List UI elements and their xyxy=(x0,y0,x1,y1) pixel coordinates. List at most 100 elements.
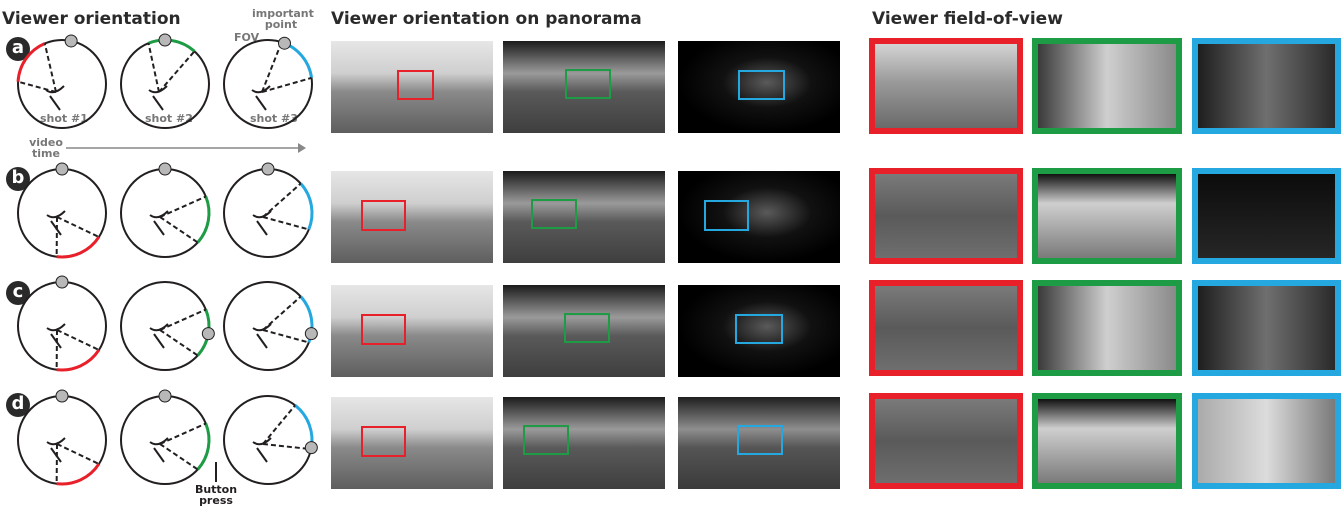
viewing-direction-icon xyxy=(45,85,65,111)
important-point-icon xyxy=(64,34,78,48)
fov-line xyxy=(159,329,199,357)
field-of-view-thumbnail xyxy=(1032,168,1182,264)
viewport-box xyxy=(737,425,783,455)
panorama-thumbnail xyxy=(331,171,493,263)
field-of-view-thumbnail xyxy=(1032,38,1182,134)
viewing-direction-icon xyxy=(46,437,66,463)
important-point-label: important point xyxy=(252,7,314,31)
important-point-icon xyxy=(158,389,172,403)
important-point-icon xyxy=(277,36,291,50)
fov-line xyxy=(56,443,100,465)
viewing-direction-icon xyxy=(252,323,272,349)
important-point-icon xyxy=(55,162,69,176)
field-of-view-thumbnail xyxy=(1192,168,1341,264)
viewing-direction-icon xyxy=(46,210,66,236)
viewport-box xyxy=(735,314,783,344)
panorama-thumbnail xyxy=(678,397,840,489)
viewing-direction-icon xyxy=(251,85,271,111)
fov-line xyxy=(56,329,100,351)
fov-line xyxy=(261,41,283,93)
fov-label: FOV xyxy=(234,31,260,44)
fov-line xyxy=(159,443,199,471)
fov-arc xyxy=(56,349,101,372)
fov-arc xyxy=(56,463,101,486)
important-point-icon xyxy=(158,162,172,176)
viewing-direction-icon xyxy=(46,323,66,349)
fov-line xyxy=(262,404,296,445)
panorama-thumbnail xyxy=(678,285,840,377)
fov-line xyxy=(147,42,160,93)
panorama-thumbnail xyxy=(503,171,665,263)
viewport-box xyxy=(565,69,611,99)
panorama-thumbnail xyxy=(331,41,493,133)
panorama-thumbnail xyxy=(503,397,665,489)
important-point-icon xyxy=(55,275,69,289)
fov-arc xyxy=(56,236,101,259)
fov-line xyxy=(17,80,57,93)
shot-label-2: shot #2 xyxy=(145,112,193,125)
field-of-view-thumbnail xyxy=(869,393,1023,489)
panorama-thumbnail xyxy=(678,171,840,263)
viewing-direction-icon xyxy=(149,323,169,349)
viewport-box xyxy=(531,199,577,229)
viewport-box xyxy=(704,200,749,231)
important-point-icon xyxy=(158,33,172,47)
viewport-box xyxy=(564,313,610,343)
shot-label-1: shot #1 xyxy=(40,112,88,125)
shot-label-3: shot #3 xyxy=(250,112,298,125)
viewport-box xyxy=(738,70,785,100)
fov-arc xyxy=(147,38,196,53)
panorama-thumbnail xyxy=(503,41,665,133)
fov-line xyxy=(159,422,207,445)
fov-line xyxy=(56,216,100,238)
fov-line xyxy=(262,329,310,344)
important-point-icon xyxy=(261,162,275,176)
fov-line xyxy=(262,443,312,451)
fov-arc xyxy=(299,182,314,231)
fov-line xyxy=(159,308,207,331)
viewing-direction-icon xyxy=(252,437,272,463)
orientation-diagrams xyxy=(16,33,318,486)
field-of-view-thumbnail xyxy=(869,280,1023,376)
fov-arc xyxy=(196,195,211,244)
viewing-direction-icon xyxy=(148,85,168,111)
panorama-header: Viewer orientation on panorama xyxy=(331,9,642,29)
fov-header: Viewer field-of-view xyxy=(872,9,1063,29)
field-of-view-thumbnail xyxy=(1192,280,1341,376)
panorama-thumbnail xyxy=(331,397,493,489)
field-of-view-thumbnail xyxy=(869,168,1023,264)
viewport-box xyxy=(523,425,569,455)
orientation-circle xyxy=(223,39,313,129)
field-of-view-thumbnail xyxy=(1032,393,1182,489)
panorama-thumbnail xyxy=(331,285,493,377)
important-point-icon xyxy=(55,389,69,403)
important-point-icon xyxy=(304,441,318,455)
important-point-icon xyxy=(201,327,215,341)
viewing-direction-icon xyxy=(252,210,272,236)
viewer-orientation-header: Viewer orientation xyxy=(2,9,181,29)
field-of-view-thumbnail xyxy=(1192,38,1341,134)
viewport-box xyxy=(361,426,406,457)
field-of-view-thumbnail xyxy=(1032,280,1182,376)
fov-line xyxy=(43,43,57,93)
fov-arc xyxy=(16,42,46,82)
viewing-direction-icon xyxy=(149,437,169,463)
fov-arc xyxy=(196,422,211,471)
fov-line xyxy=(261,76,312,93)
fov-line xyxy=(158,50,196,93)
fov-line xyxy=(159,195,207,218)
button-press-label: Button press xyxy=(194,483,238,507)
video-time-label: video time xyxy=(29,136,63,160)
fov-line xyxy=(159,216,199,244)
viewport-box xyxy=(361,200,406,231)
panorama-thumbnail xyxy=(503,285,665,377)
time-arrow-icon xyxy=(298,143,306,153)
viewport-box xyxy=(397,70,434,100)
field-of-view-thumbnail xyxy=(1192,393,1341,489)
row-label-d: d xyxy=(6,393,30,417)
viewport-box xyxy=(361,314,406,345)
important-point-icon xyxy=(304,327,318,341)
panorama-thumbnail xyxy=(678,41,840,133)
orientation-circle xyxy=(17,39,107,129)
field-of-view-thumbnail xyxy=(869,38,1023,134)
